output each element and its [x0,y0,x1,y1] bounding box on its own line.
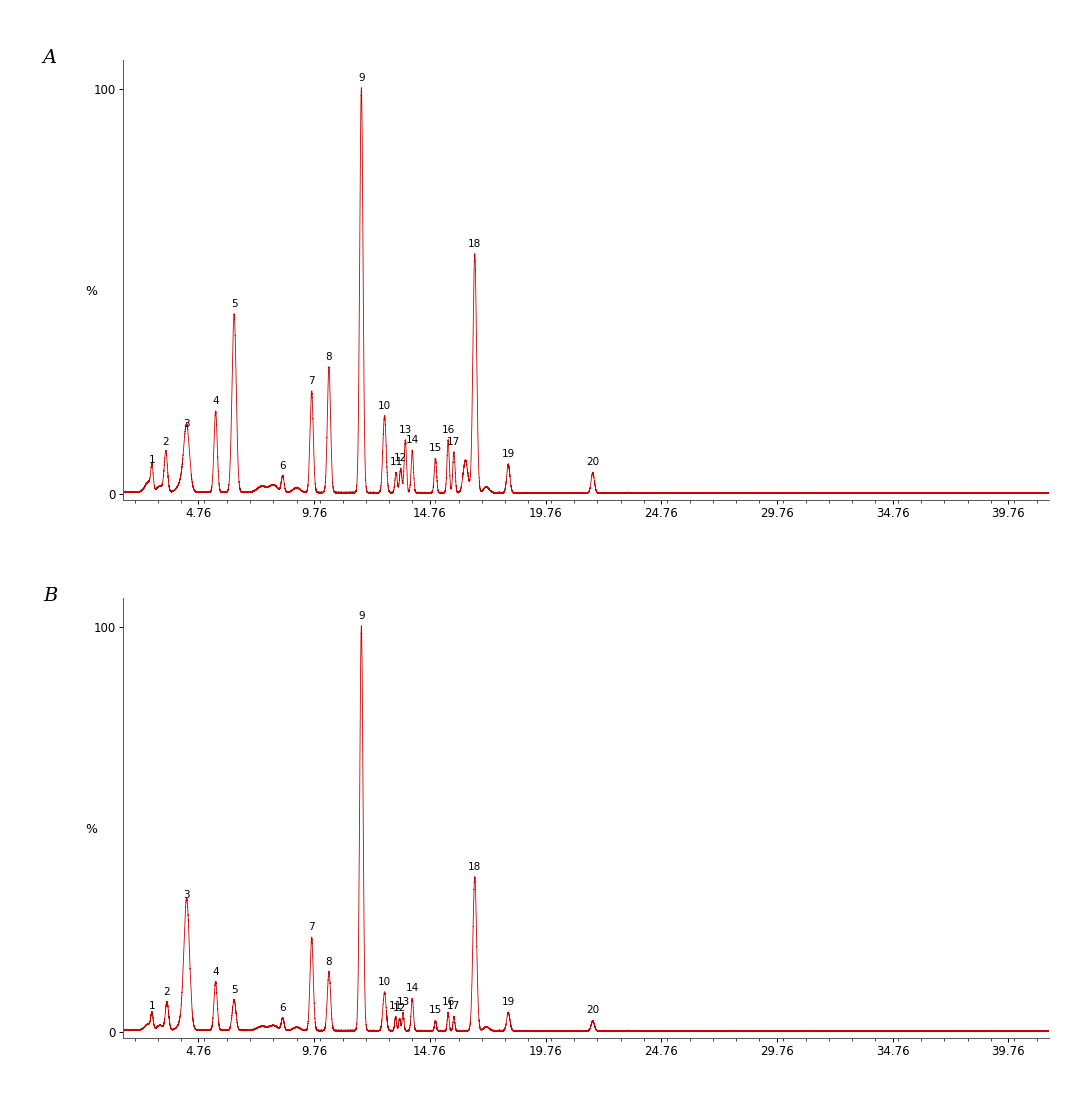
Text: 13: 13 [399,425,412,435]
Text: 7: 7 [308,922,315,932]
Text: 2: 2 [163,437,169,447]
Text: B: B [43,587,57,605]
Text: 3: 3 [183,890,190,900]
Text: 18: 18 [469,238,482,248]
Text: 3: 3 [183,418,190,428]
Text: 20: 20 [586,1006,599,1016]
Text: 6: 6 [279,1004,286,1013]
Text: %: % [86,822,97,836]
Text: 8: 8 [325,956,333,966]
Text: 10: 10 [378,401,391,411]
Text: 20: 20 [586,457,599,468]
Text: 14: 14 [406,435,419,445]
Text: 5: 5 [231,985,238,995]
Text: 8: 8 [325,352,333,362]
Text: 2: 2 [164,987,170,997]
Text: 11: 11 [389,457,402,468]
Text: 1: 1 [149,456,155,466]
Text: 1: 1 [149,1001,155,1011]
Text: A: A [43,49,57,67]
Text: 9: 9 [358,610,365,620]
Text: 13: 13 [396,997,410,1007]
Text: 15: 15 [429,1006,442,1016]
Text: 5: 5 [231,300,238,310]
Text: 16: 16 [442,425,455,435]
Text: %: % [86,284,97,298]
Text: 11: 11 [389,1001,402,1011]
Text: 10: 10 [378,977,391,987]
Text: 17: 17 [447,437,460,447]
Text: 14: 14 [406,983,419,993]
Text: 16: 16 [442,997,455,1007]
Text: 9: 9 [358,72,365,82]
Text: 7: 7 [308,377,315,386]
Text: 6: 6 [279,461,286,471]
Text: 12: 12 [394,453,408,463]
Text: 4: 4 [212,967,219,977]
Text: 17: 17 [447,1001,460,1011]
Text: 12: 12 [393,1004,407,1013]
Text: 19: 19 [502,997,515,1007]
Text: 4: 4 [212,396,219,406]
Text: 15: 15 [429,442,442,453]
Text: 19: 19 [502,449,515,459]
Text: 18: 18 [469,862,482,872]
